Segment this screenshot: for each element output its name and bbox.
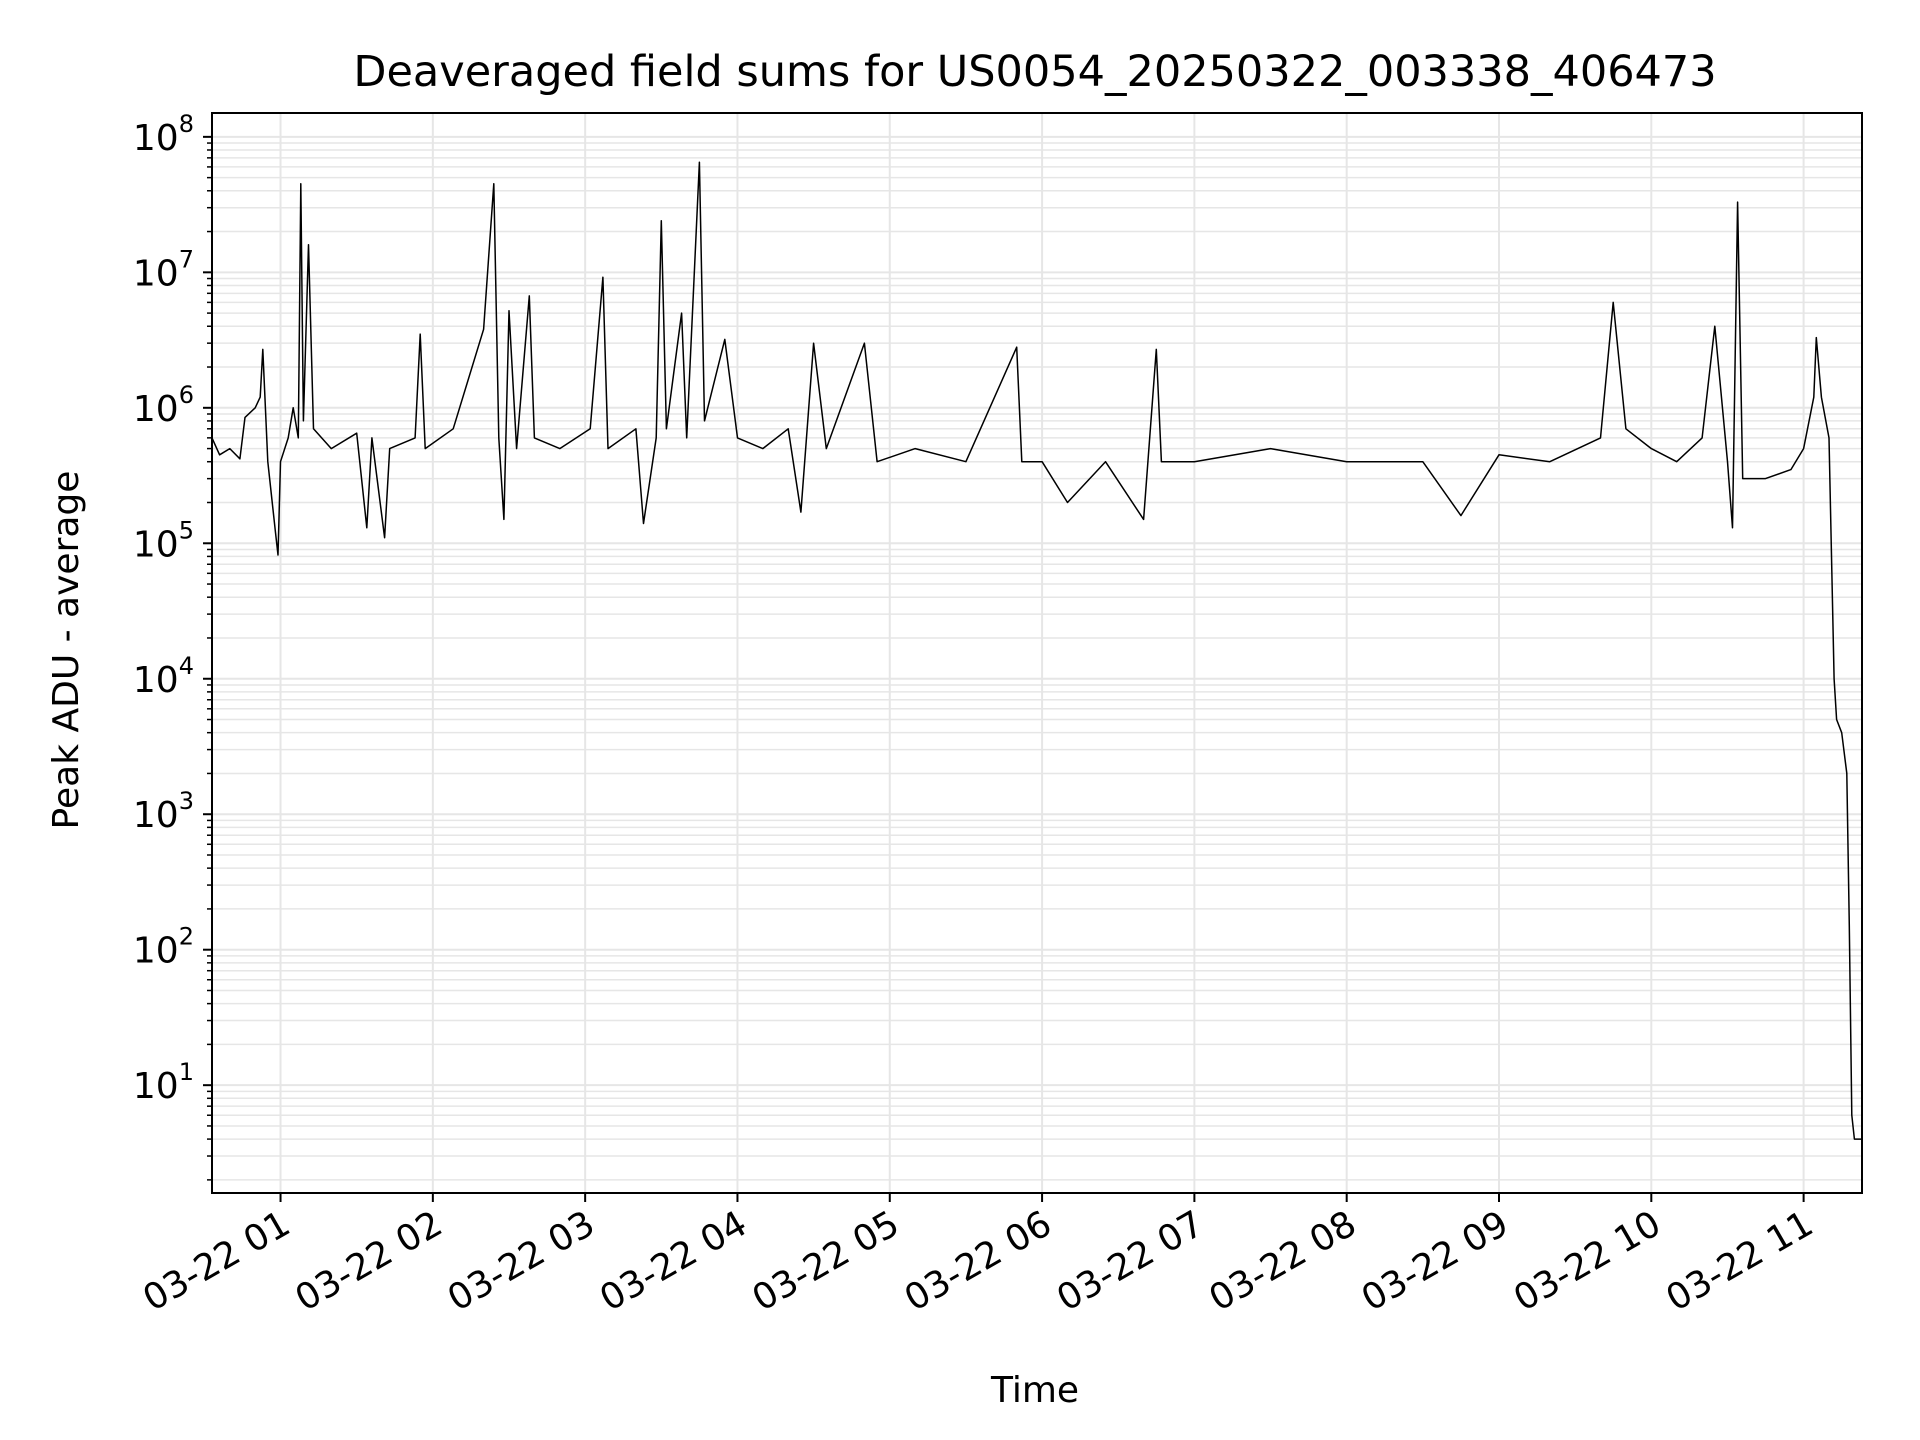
y-axis-label: Peak ADU - average bbox=[46, 471, 87, 830]
series-line bbox=[211, 161, 1862, 1140]
y-tick-label: 106 bbox=[133, 381, 194, 430]
chart-title: Deaveraged field sums for US0054_2025032… bbox=[353, 47, 1716, 97]
y-tick-label: 103 bbox=[133, 787, 194, 836]
grid-minor bbox=[212, 142, 1862, 1181]
plot-frame bbox=[211, 112, 1863, 1194]
y-tick-label: 104 bbox=[133, 652, 194, 701]
y-tick-label: 101 bbox=[133, 1058, 194, 1107]
y-tick-label: 107 bbox=[133, 245, 194, 294]
grid-major bbox=[212, 113, 1862, 1193]
series-layer bbox=[211, 161, 1862, 1140]
y-tick-label: 102 bbox=[133, 923, 194, 972]
y-tick-label: 105 bbox=[133, 516, 194, 565]
y-tick-label: 108 bbox=[133, 110, 194, 159]
y-axis: 101 102 103 104 105 106 107 108 bbox=[133, 110, 212, 1181]
x-axis-label: Time bbox=[990, 1370, 1079, 1411]
